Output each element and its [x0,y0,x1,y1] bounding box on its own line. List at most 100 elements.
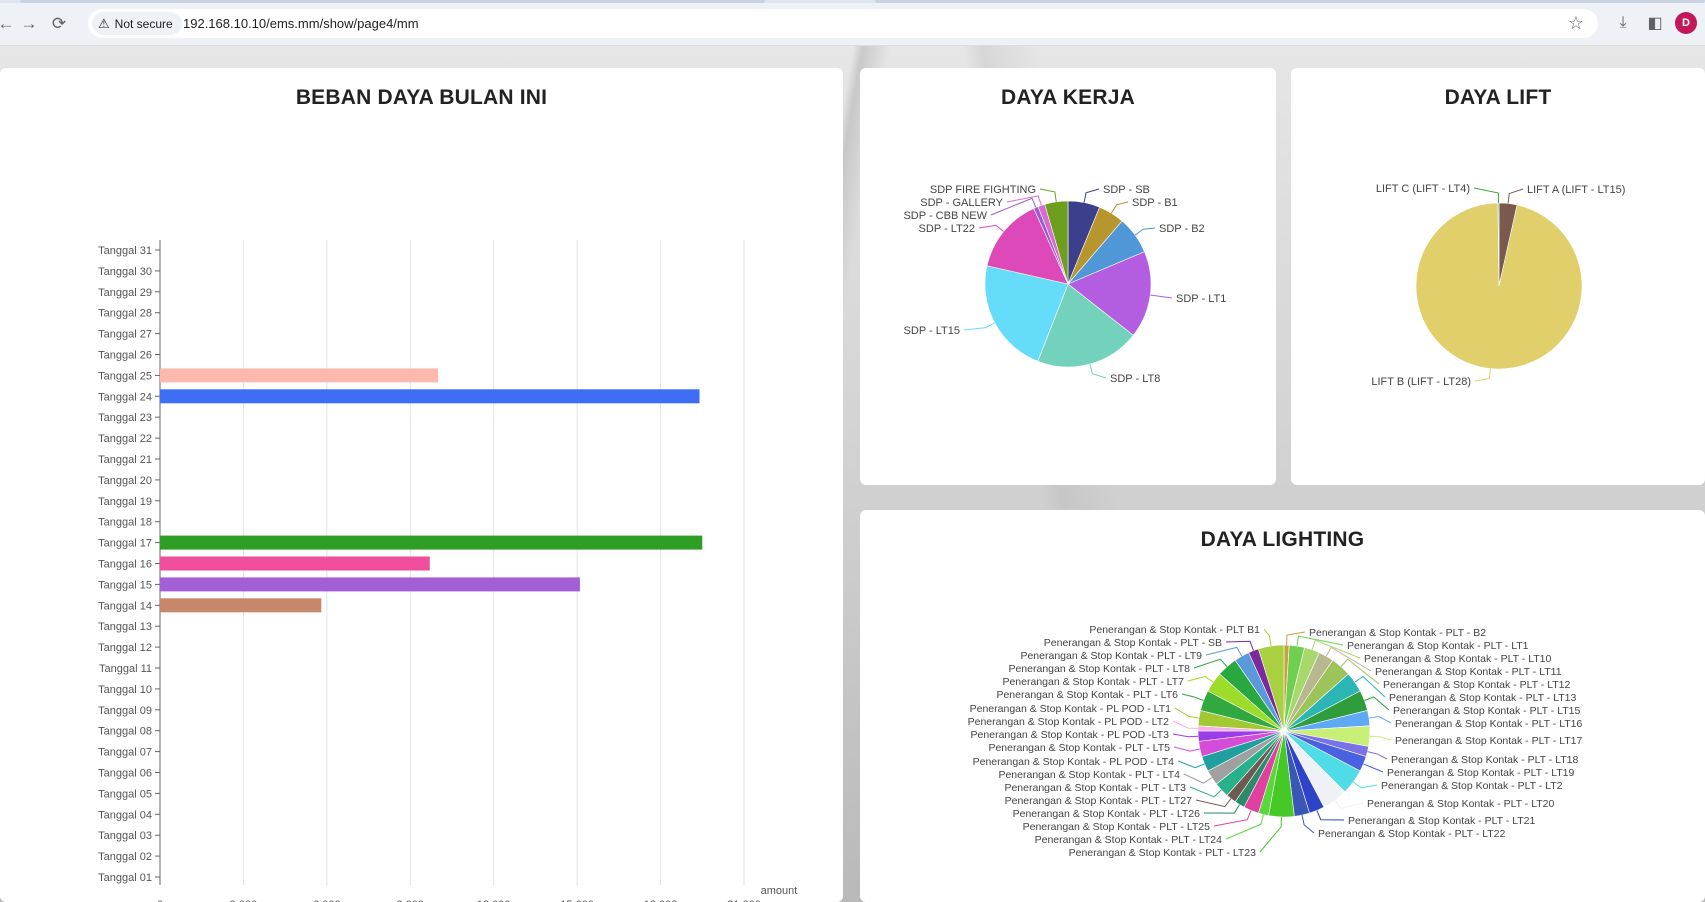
y-tick-label: Tanggal 23 [98,412,152,424]
pie-label: Penerangan & Stop Kontak - PLT - LT27 [1005,795,1193,807]
pie-leader-line [1354,675,1386,698]
y-tick-label: Tanggal 26 [98,350,152,362]
pie-leader-line [1334,799,1364,809]
pie-label: Penerangan & Stop Kontak - PLT - LT15 [1393,705,1581,717]
y-tick-label: Tanggal 07 [98,747,152,759]
pie-label: Penerangan & Stop Kontak - PLT - LT20 [1367,798,1555,810]
bar-chart-panel: BEBAN DAYA BULAN INI 0 3,000 6,000 9,000 12,… [0,68,843,902]
url-text[interactable]: 192.168.10.10/ems.mm/show/page4/mm [183,16,419,31]
pie-leader-line [1263,628,1272,647]
pie-leader-line [1225,640,1254,651]
x-tick-label: 15,000 [560,899,594,902]
tab-indicator[interactable] [20,0,765,3]
pie-label: Penerangan & Stop Kontak - PLT - LT21 [1348,815,1536,827]
y-tick-label: Tanggal 28 [98,308,152,320]
pie-leader-line [1368,716,1392,724]
y-tick-label: Tanggal 02 [98,851,152,863]
forward-arrow-icon[interactable]: → [20,14,38,33]
y-tick-label: Tanggal 31 [98,245,152,257]
pie-label: SDP - LT22 [919,223,975,235]
x-tick-label: 0 [157,899,163,902]
browser-toolbar: ← → ⟳ ⚠ Not secure 192.168.10.10/ems.mm/… [0,0,1705,46]
y-tick-label: Tanggal 30 [98,266,152,278]
y-tick-label: Tanggal 04 [98,809,152,821]
pie-leader-line [963,322,995,331]
pie-leader-line [1173,746,1201,752]
pie-leader-line [1172,733,1199,738]
pie-leader-line [1316,810,1345,821]
pie-label: Penerangan & Stop Kontak - PLT - LT12 [1383,679,1571,691]
pie-leader-line [1181,693,1204,701]
security-chip[interactable]: ⚠ Not secure [92,12,182,35]
pie-leader-line [1174,707,1200,719]
pie-slice-sdp-lt22 [986,208,1069,285]
pie-label: Penerangan & Stop Kontak - PLT - LT7 [1002,676,1184,688]
x-axis-label: amount [761,885,798,897]
pie-leader-line [1172,720,1199,729]
pie-leader-line [1286,631,1306,646]
pie-leader-line [1203,804,1240,814]
bar-chart-title: BEBAN DAYA BULAN INI [295,86,548,109]
y-tick-label: Tanggal 21 [98,454,152,466]
pie-label: SDP - SB [1103,184,1150,196]
daya-lift-pie-chart: LIFT A (LIFT - LT15) LIFT B (LIFT - LT28)… [1371,183,1625,388]
download-icon[interactable]: ⤓ [1619,14,1627,31]
pie-label: Penerangan & Stop Kontak - PL POD - LT1 [970,703,1172,715]
y-tick-label: Tanggal 22 [98,433,152,445]
pie-label: Penerangan & Stop Kontak - PLT - LT4 [998,769,1180,781]
pie-leader-line [1083,188,1100,203]
pie-leader-line [1134,227,1156,236]
pie-label: Penerangan & Stop Kontak - PLT - LT11 [1375,666,1562,678]
pie-leader-line [1039,188,1057,202]
pie-leader-line [1369,735,1392,741]
y-tick-label: Tanggal 10 [98,684,152,696]
y-tick-label: Tanggal 27 [98,329,152,341]
pie-leader-line [1189,786,1222,798]
pie-leader-line [1150,294,1173,299]
pie-leader-line [1507,188,1524,204]
side-panel-icon[interactable]: ◧ [1647,15,1663,32]
bar-tanggal-17 [160,535,703,550]
y-tick-label: Tanggal 13 [98,621,152,633]
y-tick-label: Tanggal 12 [98,642,152,654]
pie-label: SDP FIRE FIGHTING [930,184,1036,196]
pie-slice-lift-c-lift-lt4- [1497,202,1500,287]
pie-label: Penerangan & Stop Kontak - PLT - LT5 [988,742,1170,754]
avatar[interactable]: D [1675,12,1697,34]
pie-label: Penerangan & Stop Kontak - PLT B1 [1089,624,1260,636]
x-tick-label: 12,000 [477,899,511,902]
pie-leader-line [1110,201,1129,214]
bar-chart: 0 3,000 6,000 9,000 12,000 15,000 18,000 21,000… [98,240,798,902]
pie-label: LIFT A (LIFT - LT15) [1527,184,1625,196]
pie-label: Penerangan & Stop Kontak - PLT - LT13 [1389,692,1577,704]
pie-label: SDP - B2 [1159,223,1205,235]
y-tick-label: Tanggal 20 [98,475,152,487]
daya-lift-panel: DAYA LIFT LIFT A (LIFT - LT15) LIFT B (LI… [1291,68,1705,485]
tab-indicator[interactable] [875,0,1705,3]
back-arrow-icon[interactable]: ← [0,14,15,33]
reload-icon[interactable]: ⟳ [51,14,67,33]
y-tick-label: Tanggal 01 [98,872,152,884]
tab-strip [0,0,1705,3]
pie-leader-line [1193,658,1228,669]
pie-label: SDP - LT15 [904,325,960,337]
bar-tanggal-24 [160,389,700,404]
y-tick-label: Tanggal 18 [98,517,152,529]
x-tick-label: 3,000 [230,899,258,902]
pie-label: Penerangan & Stop Kontak - PLT - LT9 [1020,650,1202,662]
address-bar[interactable]: ⚠ Not secure 192.168.10.10/ems.mm/show/p… [88,9,1598,38]
pie-label: SDP - LT1 [1176,293,1226,305]
y-tick-label: Tanggal 03 [98,830,152,842]
pie-leader-line [1340,658,1380,685]
bar-tanggal-16 [160,556,430,571]
pie-label: SDP - GALLERY [920,197,1003,209]
star-icon[interactable]: ☆ [1567,13,1584,33]
pie-label: Penerangan & Stop Kontak - PLT - LT6 [996,689,1178,701]
pie-leader-line [1473,187,1499,204]
pie-label: SDP - B1 [1132,197,1178,209]
daya-lift-title: DAYA LIFT [1444,86,1552,109]
pie-label: Penerangan & Stop Kontak - PLT - LT22 [1318,828,1506,840]
daya-kerja-panel: DAYA KERJA SDP - SB SDP - B1 SDP - B2 SDP -… [860,68,1276,485]
pie-leader-line [1089,363,1107,379]
pie-label: Penerangan & Stop Kontak - PLT - LT16 [1395,718,1583,730]
